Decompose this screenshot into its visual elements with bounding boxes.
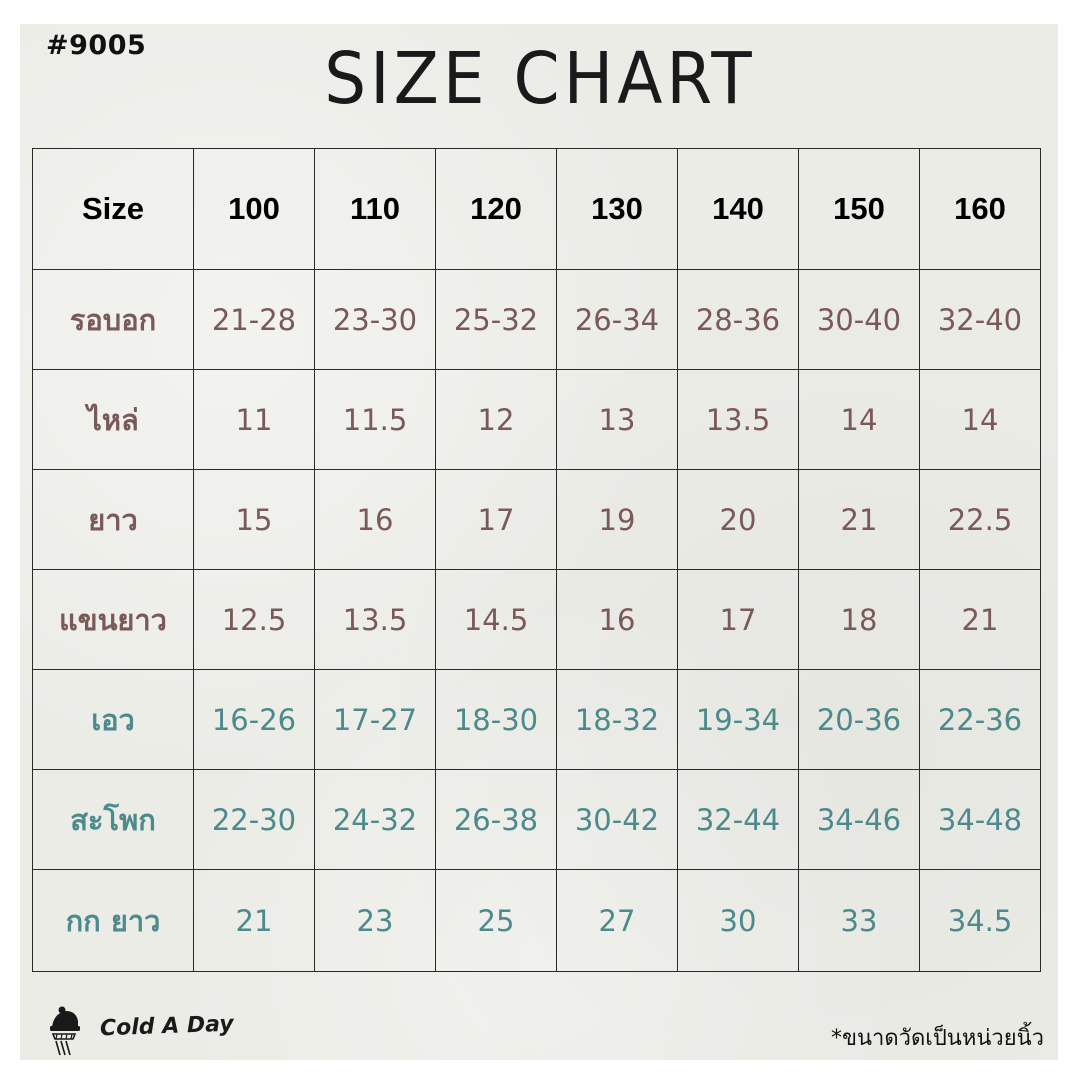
table-row-sleeve-length: แขนยาว 12.5 13.5 14.5 16 17 18 21 xyxy=(32,569,1041,670)
table-row-pants-length: กก ยาว 21 23 25 27 30 33 34.5 xyxy=(32,869,1041,972)
table-cell: 28-36 xyxy=(677,269,799,370)
size-chart-table: Size 100 110 120 130 140 150 160 รอบอก 2… xyxy=(32,148,1041,972)
table-cell: 30-42 xyxy=(556,769,678,870)
table-cell: 26-34 xyxy=(556,269,678,370)
table-cell: 16-26 xyxy=(193,669,315,770)
header-size: 160 xyxy=(919,148,1041,270)
table-cell: 18-32 xyxy=(556,669,678,770)
table-cell: 16 xyxy=(556,569,678,670)
table-row-waist: เอว 16-26 17-27 18-30 18-32 19-34 20-36 … xyxy=(32,669,1041,770)
product-code: #9005 xyxy=(46,30,147,61)
table-cell: 19-34 xyxy=(677,669,799,770)
table-row-hip: สะโพก 22-30 24-32 26-38 30-42 32-44 34-4… xyxy=(32,769,1041,870)
table-cell: 27 xyxy=(556,869,678,972)
table-cell: 19 xyxy=(556,469,678,570)
table-cell: 25 xyxy=(435,869,557,972)
table-cell: 12 xyxy=(435,369,557,470)
table-cell: 23-30 xyxy=(314,269,436,370)
header-size: 150 xyxy=(798,148,920,270)
table-cell: 34-46 xyxy=(798,769,920,870)
table-cell: 17-27 xyxy=(314,669,436,770)
row-label: ยาว xyxy=(32,469,194,570)
table-cell: 14.5 xyxy=(435,569,557,670)
brand-name: Cold A Day xyxy=(99,1011,235,1042)
header-size: 130 xyxy=(556,148,678,270)
table-cell: 26-38 xyxy=(435,769,557,870)
knit-hat-scarf-icon xyxy=(44,1005,84,1057)
table-cell: 16 xyxy=(314,469,436,570)
table-cell: 30-40 xyxy=(798,269,920,370)
table-cell: 17 xyxy=(677,569,799,670)
table-cell: 22-36 xyxy=(919,669,1041,770)
table-cell: 13.5 xyxy=(677,369,799,470)
table-cell: 20-36 xyxy=(798,669,920,770)
table-cell: 11.5 xyxy=(314,369,436,470)
row-label: กก ยาว xyxy=(32,869,194,972)
table-cell: 33 xyxy=(798,869,920,972)
table-row-shoulder: ไหล่ 11 11.5 12 13 13.5 14 14 xyxy=(32,369,1041,470)
table-cell: 13 xyxy=(556,369,678,470)
table-cell: 20 xyxy=(677,469,799,570)
header-size: 120 xyxy=(435,148,557,270)
table-cell: 25-32 xyxy=(435,269,557,370)
table-cell: 18 xyxy=(798,569,920,670)
table-cell: 21 xyxy=(193,869,315,972)
table-cell: 21-28 xyxy=(193,269,315,370)
header-size: 100 xyxy=(193,148,315,270)
table-cell: 21 xyxy=(798,469,920,570)
table-cell: 34-48 xyxy=(919,769,1041,870)
table-cell: 21 xyxy=(919,569,1041,670)
table-row-length: ยาว 15 16 17 19 20 21 22.5 xyxy=(32,469,1041,570)
row-label: ไหล่ xyxy=(32,369,194,470)
header-size: 140 xyxy=(677,148,799,270)
header-size: 110 xyxy=(314,148,436,270)
page-title: SIZE CHART xyxy=(324,36,756,121)
row-label: เอว xyxy=(32,669,194,770)
row-label: รอบอก xyxy=(32,269,194,370)
table-cell: 23 xyxy=(314,869,436,972)
table-cell: 11 xyxy=(193,369,315,470)
table-row-chest: รอบอก 21-28 23-30 25-32 26-34 28-36 30-4… xyxy=(32,269,1041,370)
table-cell: 32-44 xyxy=(677,769,799,870)
table-cell: 17 xyxy=(435,469,557,570)
table-cell: 32-40 xyxy=(919,269,1041,370)
table-cell: 34.5 xyxy=(919,869,1041,972)
table-cell: 18-30 xyxy=(435,669,557,770)
table-cell: 13.5 xyxy=(314,569,436,670)
table-cell: 14 xyxy=(798,369,920,470)
row-label: แขนยาว xyxy=(32,569,194,670)
table-cell: 22-30 xyxy=(193,769,315,870)
header-row: Size 100 110 120 130 140 150 160 xyxy=(32,148,1041,270)
table-cell: 30 xyxy=(677,869,799,972)
table-cell: 24-32 xyxy=(314,769,436,870)
unit-note: *ขนาดวัดเป็นหน่วยนิ้ว xyxy=(830,1026,1044,1051)
table-cell: 22.5 xyxy=(919,469,1041,570)
table-cell: 12.5 xyxy=(193,569,315,670)
table-cell: 14 xyxy=(919,369,1041,470)
table-cell: 15 xyxy=(193,469,315,570)
header-size-label: Size xyxy=(32,148,194,270)
row-label: สะโพก xyxy=(32,769,194,870)
